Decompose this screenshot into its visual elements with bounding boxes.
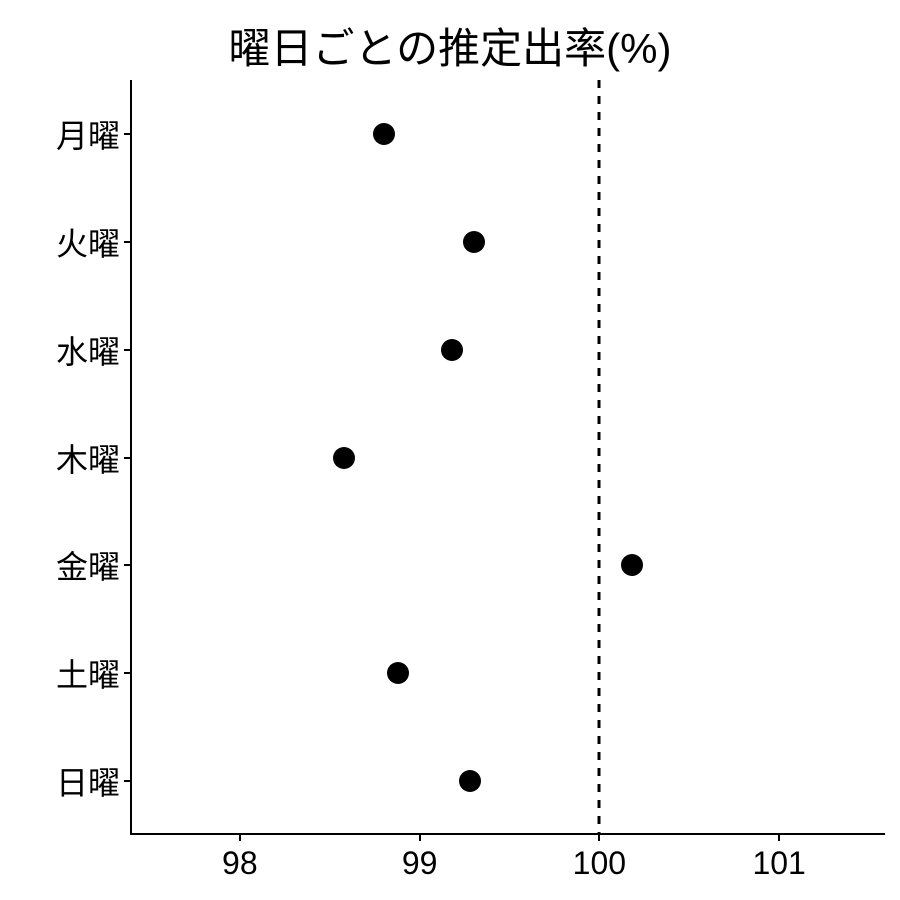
y-tick-label: 火曜 (56, 219, 120, 265)
data-point (621, 554, 643, 576)
x-tick-mark (419, 833, 421, 841)
x-tick-label: 100 (573, 845, 626, 882)
x-tick-label: 98 (222, 845, 258, 882)
data-point (459, 770, 481, 792)
reference-line (598, 80, 601, 833)
data-point (373, 123, 395, 145)
data-point (463, 231, 485, 253)
x-tick-mark (598, 833, 600, 841)
y-tick-mark (124, 133, 132, 135)
y-tick-label: 土曜 (56, 650, 120, 696)
plot-area: 9899100101月曜火曜水曜木曜金曜土曜日曜 (130, 80, 885, 835)
y-tick-mark (124, 241, 132, 243)
y-tick-label: 日曜 (56, 758, 120, 804)
y-tick-mark (124, 564, 132, 566)
y-tick-mark (124, 349, 132, 351)
data-point (333, 447, 355, 469)
y-tick-mark (124, 780, 132, 782)
x-tick-label: 99 (402, 845, 438, 882)
y-tick-mark (124, 457, 132, 459)
y-tick-label: 水曜 (56, 327, 120, 373)
data-point (441, 339, 463, 361)
y-tick-label: 木曜 (56, 435, 120, 481)
chart-container: 曜日ごとの推定出率(%) 9899100101月曜火曜水曜木曜金曜土曜日曜 (0, 0, 900, 900)
x-tick-mark (239, 833, 241, 841)
y-tick-label: 月曜 (56, 111, 120, 157)
data-point (387, 662, 409, 684)
x-tick-mark (778, 833, 780, 841)
y-tick-label: 金曜 (56, 542, 120, 588)
chart-title: 曜日ごとの推定出率(%) (0, 15, 900, 76)
x-tick-label: 101 (752, 845, 805, 882)
y-tick-mark (124, 672, 132, 674)
